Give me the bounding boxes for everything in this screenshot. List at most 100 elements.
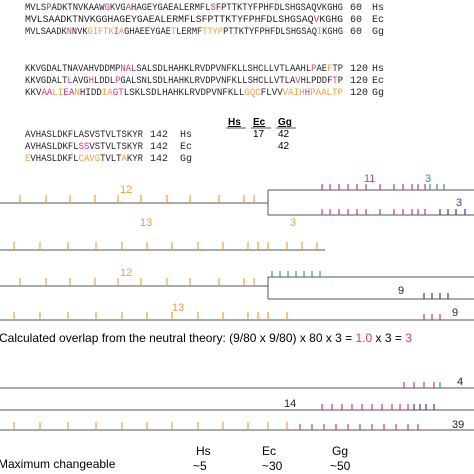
sequence-segment: I (114, 27, 119, 38)
overlap-value: 1.0 (356, 331, 373, 345)
bottom-track-2-count: 14 (284, 398, 296, 410)
track-3-count: 9 (398, 285, 404, 297)
footer-value-gg: ~50 (330, 459, 351, 473)
track-1-magenta-count: 11 (364, 173, 375, 185)
sequence-segment: KYR (127, 154, 143, 165)
row-end-number: 142 (150, 142, 168, 153)
sequence-segment: KKVGDALT (25, 76, 67, 87)
track-2-orange-count-2: 3 (290, 217, 296, 229)
sequence-segment: MVLSAADK (25, 27, 67, 38)
sequence-segment: GHAEEYGAE (124, 27, 171, 38)
sequence-segment: KGHG (322, 27, 343, 38)
footer-species-hs: Hs (196, 444, 211, 458)
track-1-orange-count: 12 (120, 184, 132, 196)
sequence-segment: SALSDLHAHKLRVDPVNFKLLSHCLLVTLAAHL (136, 64, 311, 75)
row-end-number: 120 (350, 88, 368, 99)
sequence-segment: MVLS (25, 3, 46, 14)
sequence-segment: ADKTNVKAAW (52, 3, 105, 14)
sequence-segment: VHASLDKFL (30, 154, 78, 165)
alignment-row: 61KKVAALIEANHIDDIAGTLSKLSDLHAHKLRVDPVNFK… (25, 88, 384, 99)
alignment-row: 121AVHASLDKFLSSVSTVLTSKYR142Ec (25, 142, 192, 153)
sequence-segment: KGHG (319, 15, 343, 26)
sequence-segment: S (211, 3, 216, 14)
sequence-segment: GIFTK (88, 27, 114, 38)
row-end-number: 60 (350, 27, 362, 38)
sequence-segment: AVHASLDKFLASVSTVLTSKYR (25, 130, 143, 141)
sequence-segment: HAGEYGAEALERMFL (131, 3, 210, 14)
sequence-segment: FPTTKTYFPHFDLSHGSAQVKGHG (216, 3, 343, 14)
sequence-segment: AVHASLDKFL (25, 142, 79, 153)
row-end-number: 60 (350, 15, 362, 26)
sequence-segment: E (25, 154, 30, 165)
sequence-segment: EA (63, 88, 74, 99)
track-4-count: 9 (452, 307, 458, 319)
row-species: Hs (180, 130, 192, 141)
sequence-segment: PAALTP (310, 88, 343, 99)
sequence-segment: P (115, 76, 120, 87)
sequence-segment: NVK (72, 27, 88, 38)
sequence-segment: KKVGDALTNAVAHVDDMP (25, 64, 120, 75)
sequence-segment: AVG (73, 76, 89, 87)
sequence-segment: KKV (25, 88, 41, 99)
sequence-text: EVHASLDKFLCAVGTVLTAKYR (25, 154, 143, 165)
sequence-segment: GQC (244, 88, 260, 99)
footer-species-gg: Gg (332, 444, 348, 458)
sequence-segment: LSKLSDLHAHKLRVDPVNFKLL (124, 88, 245, 99)
sequence-text: AVHASLDKFLSSVSTVLTSKYR (25, 142, 143, 153)
sequence-segment: VAIH (283, 88, 305, 99)
sequence-alignment: 1MVLSPADKTNVKAAWGKVGAHAGEYGAEALERMFLSFPT… (25, 3, 384, 165)
sequence-segment: V (295, 76, 300, 87)
sequence-segment: LDDL (94, 76, 115, 87)
overlap-formula: Calculated overlap from the neutral theo… (0, 331, 412, 345)
sequence-segment: MVLSAADKTNVKGGHAGEYGAEALERMFLSFPTTKTYFPH… (25, 15, 314, 26)
sequence-segment: H (89, 76, 94, 87)
sequence-text: KKVGDALTNAVAHVDDMPNALSALSDLHAHKLRVDPVNFK… (25, 64, 343, 75)
sequence-segment: AE (316, 64, 327, 75)
overlap-prefix: Calculated overlap from the neutral theo… (0, 331, 356, 345)
sequence-segment: TTYP (202, 27, 223, 38)
track-4-orange-count: 13 (172, 302, 184, 314)
sequence-segment: VSTVLTSKYR (89, 142, 143, 153)
sequence-text: MVLSPADKTNVKAAWGKVGAHAGEYGAEALERMFLSFPTT… (25, 3, 343, 14)
sequence-segment: TVLT (100, 154, 121, 165)
table-header-gg: Gg (278, 117, 292, 128)
sequence-segment: G (105, 3, 110, 14)
sequence-text: AVHASLDKFLASVSTVLTSKYR (25, 130, 143, 141)
sequence-segment: F (327, 64, 332, 75)
footer-species-ec: Ec (262, 444, 276, 458)
alignment-row: 121EVHASLDKFLCAVGTVLTAKYR142Gg (25, 154, 192, 165)
sequence-segment: LERMF (176, 27, 202, 38)
sequence-segment: GALSNLSDLHAHKLRVDPVNFKLLSHCLLVTLA (120, 76, 295, 87)
row-species: Ec (372, 76, 384, 87)
sequence-text: KKVAALIEANHIDDIAGTLSKLSDLHAHKLRVDPVNFKLL… (25, 88, 343, 99)
sequence-segment: A (126, 3, 131, 14)
alignment-row: 1MVLSAADKTNVKGGHAGEYGAEALERMFLSFPTTKTYFP… (25, 15, 384, 26)
track-group-b: 12 9 13 9 (0, 267, 474, 321)
sequence-segment: P (46, 3, 51, 14)
species-count-table: Hs Ec Gg 17 42 42 (226, 117, 296, 152)
sequence-segment: N (74, 88, 79, 99)
track-2-orange-count: 13 (140, 217, 152, 229)
alignment-row: 1MVLSAADKNNVKGIFTKIAGHAEEYGAETLERMFTTYPP… (25, 27, 384, 38)
sequence-text: MVLSAADKNNVKGIFTKIAGHAEEYGAETLERMFTTYPPT… (25, 27, 343, 38)
sequence-segment: PTTKTYFPHFDLSHGSAQ (223, 27, 317, 38)
sequence-segment: HIDD (80, 88, 102, 99)
row-end-number: 60 (350, 3, 362, 14)
table-header-hs: Hs (228, 117, 241, 128)
alignment-row: 1MVLSPADKTNVKAAWGKVGAHAGEYGAEALERMFLSFPT… (25, 3, 384, 14)
footer: Maximum changeable Hs Ec Gg ~5 ~30 ~50 (0, 444, 351, 473)
row-species: Gg (180, 154, 192, 165)
row-species: Gg (372, 27, 384, 38)
sequence-segment: A (119, 27, 124, 38)
sequence-segment: P (311, 64, 316, 75)
sequence-segment: SS (79, 142, 90, 153)
sequence-segment: LI (52, 88, 63, 99)
sequence-segment: HLPDDF (301, 76, 333, 87)
bottom-track-3-count: 39 (452, 419, 464, 431)
sequence-segment: KVG (110, 3, 126, 14)
sequence-segment: A (122, 154, 127, 165)
alignment-row: 121AVHASLDKFLASVSTVLTSKYR142Hs (25, 130, 192, 141)
sequence-segment: V (314, 15, 320, 26)
sequence-segment: I (317, 27, 322, 38)
